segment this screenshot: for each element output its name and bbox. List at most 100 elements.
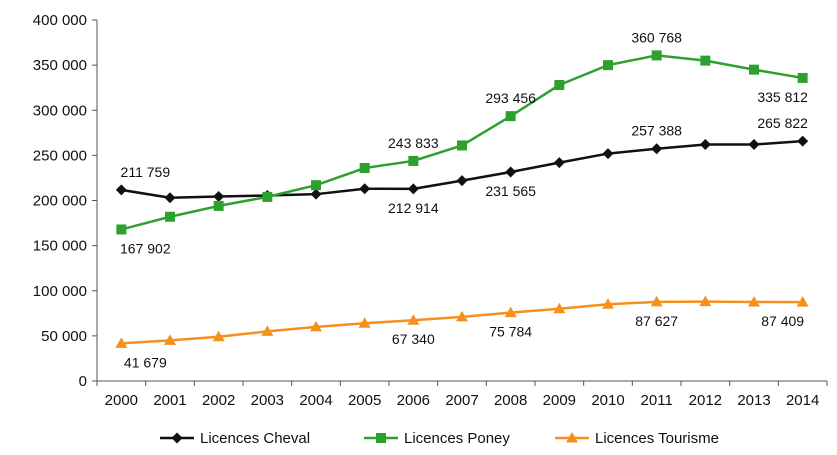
data-label-licences-poney: 360 768 xyxy=(631,29,682,45)
data-point-licences-poney xyxy=(311,180,321,191)
y-tick-label: 150 000 xyxy=(33,238,87,255)
data-point-licences-tourisme xyxy=(310,320,322,332)
x-tick-label: 2003 xyxy=(251,392,284,409)
x-tick-label: 2006 xyxy=(397,392,430,409)
x-tick-label: 2012 xyxy=(689,392,722,409)
data-point-licences-cheval xyxy=(602,148,614,160)
x-tick-label: 2002 xyxy=(202,392,235,409)
y-tick-label: 100 000 xyxy=(33,283,87,300)
data-point-licences-cheval xyxy=(310,188,322,200)
data-point-licences-poney xyxy=(505,111,516,122)
legend: Licences Cheval Licences Poney Licences To… xyxy=(160,430,719,447)
data-point-licences-tourisme xyxy=(407,314,420,325)
data-labels-layer: 211 759 212 914 231 565 257 388 265 822 167 9… xyxy=(120,29,808,370)
legend-item-licences-cheval: Licences Cheval xyxy=(160,430,310,447)
data-point-licences-poney xyxy=(554,79,565,90)
data-point-licences-cheval xyxy=(456,175,468,187)
data-point-licences-tourisme xyxy=(602,298,614,309)
data-label-licences-tourisme: 87 627 xyxy=(635,313,678,329)
data-point-licences-poney xyxy=(700,55,711,66)
y-tick-label: 200 000 xyxy=(33,193,87,210)
data-point-licences-poney xyxy=(262,191,273,202)
legend-label: Licences Cheval xyxy=(200,430,310,447)
legend-marker xyxy=(566,432,578,443)
x-tick-label: 2000 xyxy=(105,392,138,409)
data-point-licences-cheval xyxy=(797,135,809,147)
series-licences-cheval xyxy=(115,135,809,204)
data-point-licences-poney xyxy=(749,64,759,75)
data-label-licences-cheval: 212 914 xyxy=(388,200,439,216)
data-point-licences-cheval xyxy=(748,139,760,151)
legend-item-licences-tourisme: Licences Tourisme xyxy=(555,430,719,447)
data-label-licences-tourisme: 75 784 xyxy=(489,324,532,340)
data-label-licences-cheval: 231 565 xyxy=(485,183,536,199)
x-tick-label: 2010 xyxy=(591,392,624,409)
data-point-licences-tourisme xyxy=(212,330,225,342)
x-tick-label: 2004 xyxy=(299,392,332,409)
data-point-licences-cheval xyxy=(505,166,517,178)
data-point-licences-poney xyxy=(213,200,224,211)
data-point-licences-tourisme xyxy=(650,295,663,307)
data-point-licences-tourisme xyxy=(456,310,468,322)
data-point-licences-poney xyxy=(797,72,808,83)
x-tick-label: 2008 xyxy=(494,392,527,409)
data-label-licences-tourisme: 41 679 xyxy=(124,354,167,370)
y-tick-label: 50 000 xyxy=(41,328,87,345)
data-point-licences-tourisme xyxy=(164,334,176,345)
y-tick-label: 300 000 xyxy=(33,102,87,119)
data-point-licences-poney xyxy=(359,163,370,174)
data-point-licences-tourisme xyxy=(115,337,128,348)
series-licences-poney xyxy=(116,50,808,235)
data-point-licences-tourisme xyxy=(748,296,760,307)
x-tick-label: 2013 xyxy=(737,392,770,409)
data-point-licences-poney xyxy=(408,155,419,166)
legend-marker xyxy=(171,432,183,444)
data-label-licences-tourisme: 67 340 xyxy=(392,331,435,347)
data-point-licences-cheval xyxy=(164,192,176,204)
data-point-licences-tourisme xyxy=(504,306,517,318)
data-point-licences-poney xyxy=(116,224,127,235)
data-label-licences-cheval: 211 759 xyxy=(121,164,171,180)
data-label-licences-cheval: 257 388 xyxy=(631,123,682,139)
data-point-licences-tourisme xyxy=(796,296,809,307)
chart-axes: 0 50 000 100 000 150 000 200 000 250 000 300 0… xyxy=(33,12,828,409)
data-point-licences-poney xyxy=(603,60,613,71)
data-point-licences-cheval xyxy=(699,139,711,151)
y-tick-label: 250 000 xyxy=(33,147,87,164)
data-label-licences-poney: 293 456 xyxy=(485,90,536,106)
x-tick-label: 2001 xyxy=(153,392,186,409)
data-point-licences-cheval xyxy=(359,183,371,195)
y-tick-label: 400 000 xyxy=(33,12,87,29)
data-point-licences-cheval xyxy=(115,184,127,196)
data-point-licences-cheval xyxy=(407,183,419,195)
data-label-licences-tourisme: 87 409 xyxy=(761,313,804,329)
legend-marker xyxy=(376,433,386,443)
x-tick-label: 2009 xyxy=(543,392,576,409)
data-label-licences-poney: 335 812 xyxy=(757,89,808,105)
data-point-licences-poney xyxy=(651,50,662,61)
data-point-licences-poney xyxy=(165,211,175,222)
y-tick-label: 350 000 xyxy=(33,57,87,74)
data-point-licences-tourisme xyxy=(553,302,566,314)
data-point-licences-cheval xyxy=(553,157,565,169)
x-tick-label: 2007 xyxy=(445,392,478,409)
data-point-licences-cheval xyxy=(651,143,663,155)
data-label-licences-poney: 243 833 xyxy=(388,135,439,151)
data-label-licences-cheval: 265 822 xyxy=(757,115,808,131)
series-line-licences-tourisme xyxy=(121,300,803,345)
data-label-licences-poney: 167 902 xyxy=(120,240,171,256)
legend-item-licences-poney: Licences Poney xyxy=(364,430,510,447)
y-tick-label: 0 xyxy=(79,373,87,390)
series-licences-tourisme xyxy=(115,295,809,348)
x-tick-label: 2014 xyxy=(786,392,819,409)
x-tick-label: 2011 xyxy=(641,392,673,409)
data-point-licences-tourisme xyxy=(358,317,371,328)
data-point-licences-poney xyxy=(457,140,467,151)
data-point-licences-cheval xyxy=(213,190,225,202)
data-point-licences-tourisme xyxy=(261,325,274,336)
legend-label: Licences Poney xyxy=(404,430,510,447)
data-point-licences-tourisme xyxy=(699,295,712,307)
x-tick-label: 2005 xyxy=(348,392,381,409)
legend-label: Licences Tourisme xyxy=(595,430,719,447)
